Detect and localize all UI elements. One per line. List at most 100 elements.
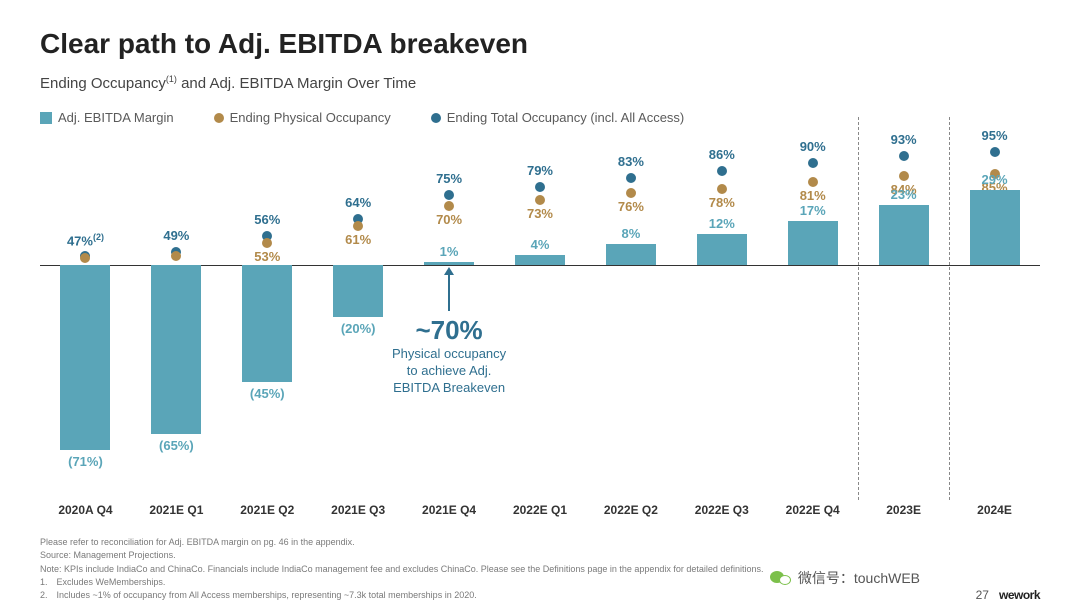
legend-dot-total xyxy=(431,113,441,123)
chart-column: 75%70%1%2021E Q4~70%Physical occupancyto… xyxy=(404,135,495,495)
total-occupancy-label: 49% xyxy=(163,228,189,243)
period-separator xyxy=(858,117,859,500)
total-occupancy-label: 83% xyxy=(618,154,644,169)
physical-occupancy-label: 70% xyxy=(436,212,462,227)
total-occupancy-dot xyxy=(444,190,454,200)
ebitda-margin-bar xyxy=(879,205,929,265)
footnote-line: 1. Excludes WeMemberships. xyxy=(40,576,820,588)
ebitda-margin-label: 12% xyxy=(709,216,735,231)
chart-legend: Adj. EBITDA Margin Ending Physical Occup… xyxy=(40,110,1040,125)
ebitda-margin-label: 29% xyxy=(982,172,1008,187)
x-axis-label: 2022E Q2 xyxy=(604,503,658,517)
total-occupancy-label: 90% xyxy=(800,139,826,154)
total-occupancy-dot xyxy=(808,158,818,168)
physical-occupancy-dot xyxy=(444,201,454,211)
period-separator xyxy=(949,117,950,500)
annotation-arrowhead xyxy=(444,267,454,275)
ebitda-margin-label: 1% xyxy=(440,244,459,259)
ebitda-margin-bar xyxy=(606,244,656,265)
footnote-line: Please refer to reconciliation for Adj. … xyxy=(40,536,820,548)
legend-label-physical: Ending Physical Occupancy xyxy=(230,110,391,125)
page-title: Clear path to Adj. EBITDA breakeven xyxy=(40,28,1040,60)
x-axis-label: 2021E Q4 xyxy=(422,503,476,517)
chart-columns: 47%(2)46%(71%)2020A Q449%47%(65%)2021E Q… xyxy=(40,135,1040,495)
wechat-icon xyxy=(770,569,792,587)
physical-occupancy-dot xyxy=(808,177,818,187)
total-occupancy-label: 56% xyxy=(254,212,280,227)
page-footer: 27 wework xyxy=(976,588,1040,602)
total-occupancy-dot xyxy=(626,173,636,183)
x-axis-label: 2021E Q1 xyxy=(149,503,203,517)
chart-column: 93%84%23%2023E xyxy=(858,135,949,495)
x-axis-label: 2024E xyxy=(977,503,1012,517)
footnote-line: Source: Management Projections. xyxy=(40,549,820,561)
ebitda-margin-bar xyxy=(788,221,838,265)
physical-occupancy-dot xyxy=(899,171,909,181)
ebitda-margin-bar xyxy=(151,265,201,434)
x-axis-label: 2022E Q1 xyxy=(513,503,567,517)
x-axis-label: 2022E Q4 xyxy=(786,503,840,517)
physical-occupancy-label: 61% xyxy=(345,232,371,247)
ebitda-margin-bar xyxy=(515,255,565,265)
ebitda-margin-label: 4% xyxy=(531,237,550,252)
total-occupancy-label: 79% xyxy=(527,163,553,178)
annotation-arrow xyxy=(448,271,450,311)
subtitle-sup: (1) xyxy=(166,74,177,84)
chart-column: 47%(2)46%(71%)2020A Q4 xyxy=(40,135,131,495)
physical-occupancy-dot xyxy=(171,251,181,261)
ebitda-margin-bar xyxy=(424,262,474,265)
legend-item-margin: Adj. EBITDA Margin xyxy=(40,110,174,125)
x-axis-label: 2023E xyxy=(886,503,921,517)
ebitda-margin-label: (45%) xyxy=(250,386,285,401)
legend-label-total: Ending Total Occupancy (incl. All Access… xyxy=(447,110,685,125)
ebitda-margin-label: 8% xyxy=(621,226,640,241)
physical-occupancy-label: 76% xyxy=(618,199,644,214)
page-number: 27 xyxy=(976,588,989,602)
legend-item-physical: Ending Physical Occupancy xyxy=(214,110,391,125)
physical-occupancy-label: 81% xyxy=(800,188,826,203)
chart-column: 56%53%(45%)2021E Q2 xyxy=(222,135,313,495)
legend-label-margin: Adj. EBITDA Margin xyxy=(58,110,174,125)
physical-occupancy-label: 73% xyxy=(527,206,553,221)
subtitle-part2: and Adj. EBITDA Margin Over Time xyxy=(177,75,416,92)
footnote-line: Note: KPIs include IndiaCo and ChinaCo. … xyxy=(40,563,820,575)
slide: Clear path to Adj. EBITDA breakeven Endi… xyxy=(0,0,1080,616)
physical-occupancy-label: 53% xyxy=(254,249,280,264)
subtitle-part1: Ending Occupancy xyxy=(40,75,166,92)
chart-column: 83%76%8%2022E Q2 xyxy=(585,135,676,495)
physical-occupancy-dot xyxy=(80,253,90,263)
ebitda-margin-label: (65%) xyxy=(159,438,194,453)
physical-occupancy-dot xyxy=(353,221,363,231)
ebitda-margin-bar xyxy=(970,190,1020,265)
chart-column: 79%73%4%2022E Q1 xyxy=(495,135,586,495)
physical-occupancy-dot xyxy=(717,184,727,194)
legend-dot-physical xyxy=(214,113,224,123)
footnote-line: 2. Includes ~1% of occupancy from All Ac… xyxy=(40,589,820,601)
ebitda-margin-label: 23% xyxy=(891,187,917,202)
ebitda-margin-bar xyxy=(60,265,110,450)
x-axis-label: 2020A Q4 xyxy=(58,503,112,517)
wechat-text: 微信号：touchWEB xyxy=(798,568,920,588)
total-occupancy-label: 93% xyxy=(891,132,917,147)
ebitda-margin-label: (20%) xyxy=(341,321,376,336)
chart-column: 95%85%29%2024E xyxy=(949,135,1040,495)
total-occupancy-dot xyxy=(899,151,909,161)
physical-occupancy-dot xyxy=(535,195,545,205)
x-axis-label: 2021E Q3 xyxy=(331,503,385,517)
physical-occupancy-dot xyxy=(262,238,272,248)
total-occupancy-label: 86% xyxy=(709,147,735,162)
x-axis-label: 2021E Q2 xyxy=(240,503,294,517)
ebitda-margin-bar xyxy=(242,265,292,382)
legend-item-total: Ending Total Occupancy (incl. All Access… xyxy=(431,110,685,125)
chart-subtitle: Ending Occupancy(1) and Adj. EBITDA Marg… xyxy=(40,74,1040,92)
chart: 47%(2)46%(71%)2020A Q449%47%(65%)2021E Q… xyxy=(40,135,1040,495)
total-occupancy-dot xyxy=(717,166,727,176)
total-occupancy-label: 95% xyxy=(982,128,1008,143)
total-occupancy-dot xyxy=(535,182,545,192)
ebitda-margin-bar xyxy=(697,234,747,265)
chart-column: 90%81%17%2022E Q4 xyxy=(767,135,858,495)
wework-logo: wework xyxy=(999,588,1040,602)
physical-occupancy-dot xyxy=(626,188,636,198)
total-occupancy-label: 64% xyxy=(345,195,371,210)
total-occupancy-label: 47%(2) xyxy=(67,232,104,248)
